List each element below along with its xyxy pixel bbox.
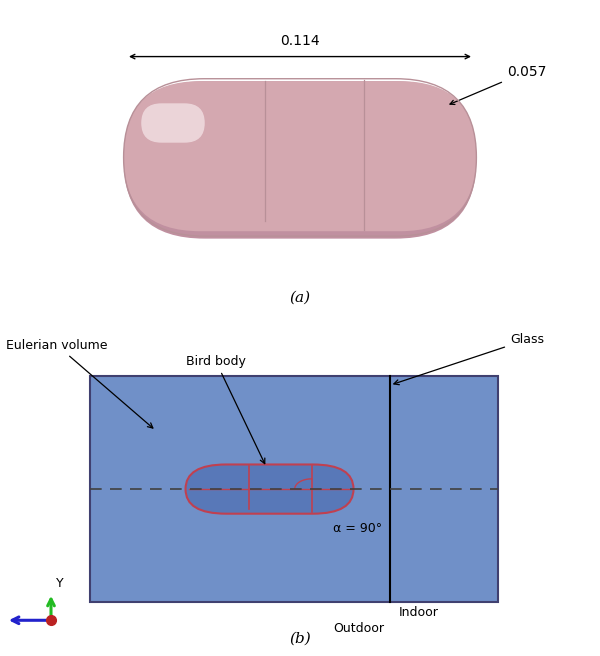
Text: Outdoor: Outdoor xyxy=(333,622,384,635)
FancyBboxPatch shape xyxy=(141,104,205,143)
Text: Glass: Glass xyxy=(394,333,544,384)
FancyBboxPatch shape xyxy=(139,89,461,157)
FancyBboxPatch shape xyxy=(124,81,476,239)
Text: (b): (b) xyxy=(289,632,311,646)
Text: (a): (a) xyxy=(289,291,311,304)
Text: 0.057: 0.057 xyxy=(506,65,546,79)
Text: Eulerian volume: Eulerian volume xyxy=(6,338,153,428)
Text: Indoor: Indoor xyxy=(399,605,439,619)
Text: Y: Y xyxy=(56,577,64,590)
Text: 0.114: 0.114 xyxy=(280,33,320,48)
Text: α = 90°: α = 90° xyxy=(332,522,382,535)
FancyBboxPatch shape xyxy=(124,81,476,232)
Text: Bird body: Bird body xyxy=(186,355,265,464)
Bar xyxy=(90,376,498,602)
FancyBboxPatch shape xyxy=(185,464,353,514)
